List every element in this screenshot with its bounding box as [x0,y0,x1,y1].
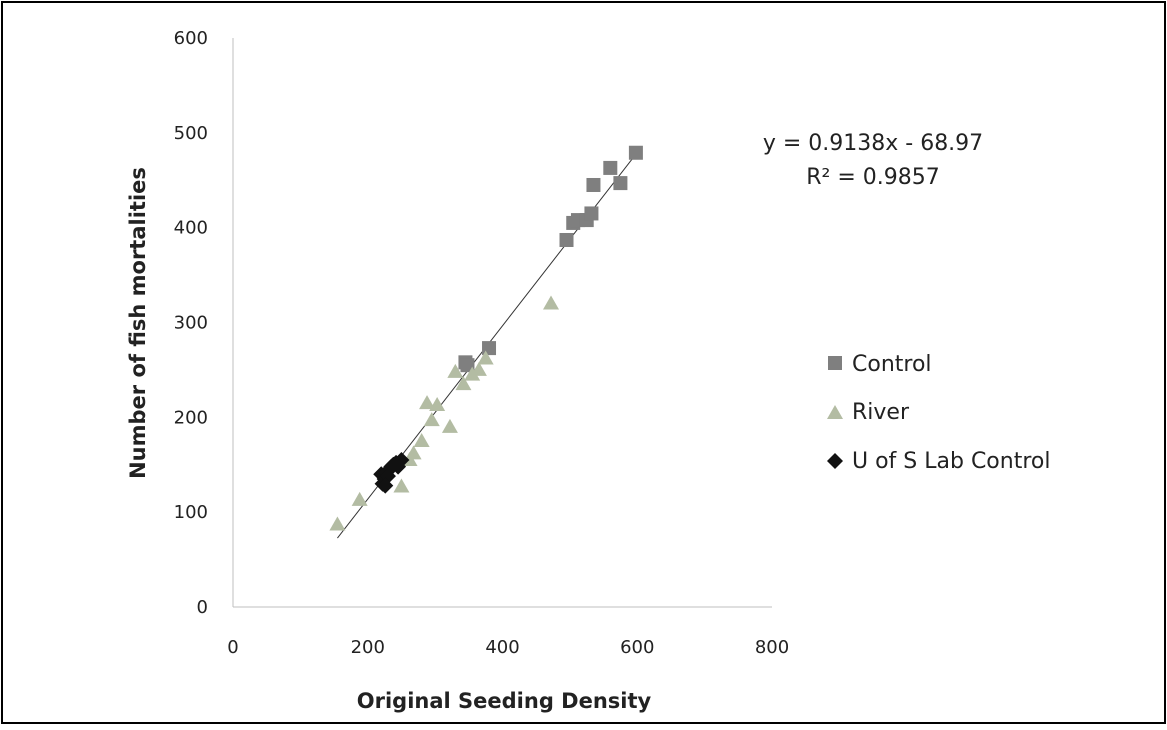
river-point [464,366,481,381]
river-point [413,433,430,448]
river-point [329,516,346,531]
river-point [470,361,487,376]
river-point [405,445,422,460]
control-point [482,341,497,356]
y-tick-label: 400 [174,218,208,239]
control-point [559,232,574,247]
river-point [429,397,446,412]
legend-label-river: River [852,400,910,425]
y-tick-label: 600 [174,28,208,49]
control-point [586,177,601,192]
tick-labels: 0 200 400 600 800 0 100 200 300 400 500 600 [174,28,790,658]
y-tick-label: 0 [197,597,208,618]
y-tick-label: 100 [174,502,208,523]
x-tick-label: 0 [227,637,238,658]
river-point [351,491,368,506]
axes-layer [232,38,772,608]
y-axis-title: Number of fish mortalities [126,167,150,479]
x-axis-title: Original Seeding Density [357,689,652,713]
river-point [447,363,464,378]
x-tick-label: 800 [755,637,789,658]
legend: Control River U of S Lab Control [827,352,1050,474]
y-tick-label: 200 [174,407,208,428]
x-tick-label: 400 [485,637,519,658]
r-squared-value: R² = 0.9857 [806,165,940,190]
y-tick-label: 300 [174,313,208,334]
river-point [393,478,410,493]
river-point [423,412,440,427]
legend-marker-control [828,356,842,370]
river-point [441,418,458,433]
legend-label-lab-control: U of S Lab Control [852,449,1050,474]
x-tick-label: 600 [620,637,654,658]
lab-control-point [377,477,394,494]
control-point [628,145,643,160]
river-point [477,350,494,365]
trendline-equation: y = 0.9138x - 68.97 [763,131,983,156]
x-tick-label: 200 [351,637,385,658]
river-point [455,376,472,391]
data-points [329,145,643,531]
river-point [543,295,560,310]
control-point [460,358,475,373]
legend-item-river: River [827,400,910,425]
control-point [603,160,618,175]
lab-control-point [393,452,410,469]
legend-item-lab-control: U of S Lab Control [827,449,1050,474]
river-point [419,395,436,410]
control-point [584,206,599,221]
y-tick-label: 500 [174,123,208,144]
legend-marker-lab-control [827,453,843,469]
control-point [613,176,628,191]
legend-label-control: Control [852,352,932,377]
legend-item-control: Control [828,352,932,377]
legend-marker-river [827,405,843,419]
